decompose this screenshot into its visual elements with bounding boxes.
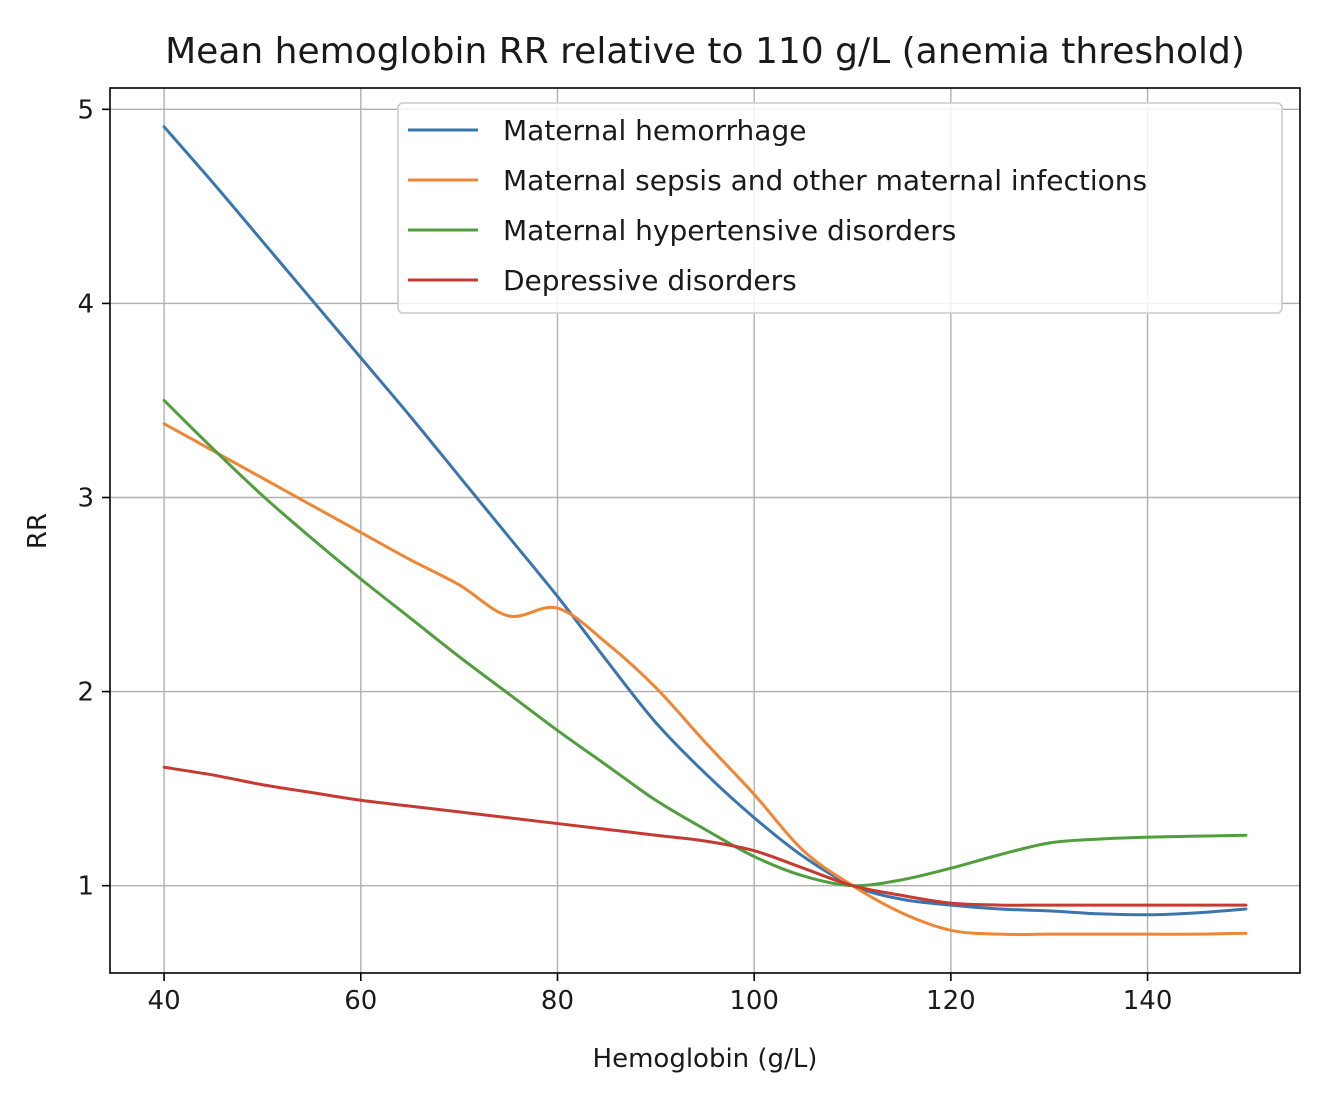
series-line-4 xyxy=(162,765,1248,907)
x-tick-label: 100 xyxy=(729,986,779,1016)
legend-label: Depressive disorders xyxy=(503,264,797,297)
y-tick-label: 4 xyxy=(77,289,94,319)
x-tick-label: 60 xyxy=(344,986,377,1016)
x-tick-label: 40 xyxy=(148,986,181,1016)
y-tick-label: 5 xyxy=(77,95,94,125)
chart-title: Mean hemoglobin RR relative to 110 g/L (… xyxy=(165,31,1245,72)
y-tick-label: 2 xyxy=(77,678,94,708)
y-tick-label: 1 xyxy=(77,872,94,902)
y-tick-label: 3 xyxy=(77,484,94,514)
series-lines xyxy=(162,125,1248,936)
legend: Maternal hemorrhage Maternal sepsis and o… xyxy=(397,102,1283,314)
x-tick-label: 80 xyxy=(541,986,574,1016)
axis-ticks: 40 60 80 100 120 140 1 2 3 4 5 xyxy=(77,95,1172,1016)
x-tick-label: 120 xyxy=(926,986,976,1016)
legend-label: Maternal sepsis and other maternal infec… xyxy=(503,164,1147,197)
legend-box xyxy=(397,102,1283,314)
x-axis-label: Hemoglobin (g/L) xyxy=(593,1044,818,1074)
series-line-3 xyxy=(162,398,1248,888)
series-line-2 xyxy=(162,422,1248,936)
legend-label: Maternal hypertensive disorders xyxy=(503,214,956,247)
legend-label: Maternal hemorrhage xyxy=(503,114,806,147)
series-line-1 xyxy=(162,125,1248,917)
plot-frame xyxy=(109,87,1301,974)
x-tick-label: 140 xyxy=(1123,986,1173,1016)
y-axis-label: RR xyxy=(23,513,53,549)
